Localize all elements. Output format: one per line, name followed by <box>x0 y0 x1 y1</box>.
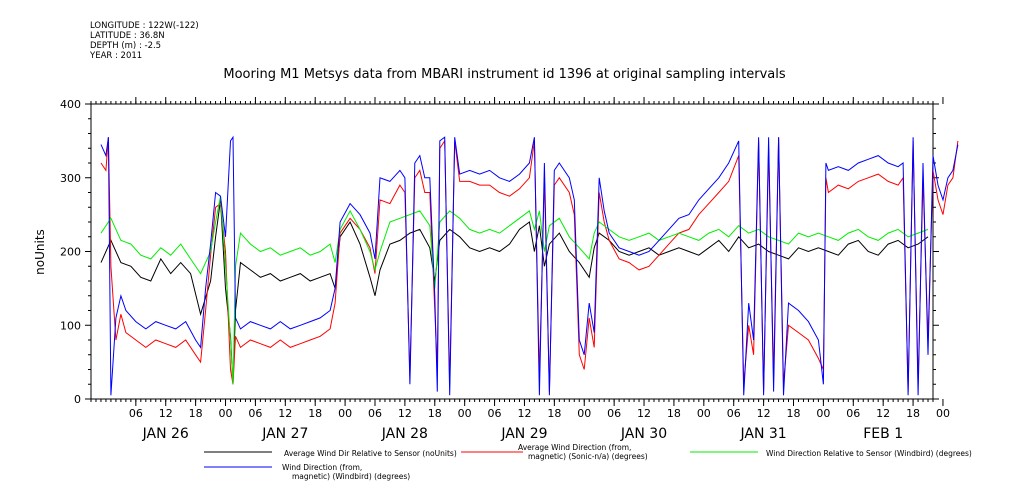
y-tick-label: 300 <box>60 172 81 185</box>
x-tick-label: 12 <box>517 407 531 420</box>
x-tick-label: 18 <box>308 407 322 420</box>
x-tick-label: 00 <box>936 407 950 420</box>
latitude-label: LATITUDE : 36.8N <box>90 31 165 41</box>
legend-label-0: Average Wind Dir Relative to Sensor (noU… <box>284 449 457 458</box>
day-label: JAN 31 <box>740 426 787 442</box>
x-tick-label: 18 <box>786 407 800 420</box>
y-tick-label: 0 <box>74 393 81 406</box>
day-label: FEB 1 <box>863 426 903 442</box>
day-label: JAN 30 <box>620 426 667 442</box>
x-tick-label: 12 <box>159 407 173 420</box>
x-tick-label: 00 <box>458 407 472 420</box>
year-label: YEAR : 2011 <box>90 51 143 61</box>
series-line-1 <box>100 137 959 392</box>
day-label: JAN 27 <box>261 426 308 442</box>
x-tick-label: 06 <box>368 407 382 420</box>
x-tick-label: 00 <box>577 407 591 420</box>
legend-label-1-line2: magnetic) (Sonic-n/a) (degrees) <box>528 452 648 461</box>
x-tick-label: 18 <box>189 407 203 420</box>
y-tick-label: 200 <box>60 246 81 259</box>
x-tick-label: 18 <box>547 407 561 420</box>
legend-label-1: Average Wind Direction (from, <box>518 443 631 452</box>
x-tick-label: 12 <box>637 407 651 420</box>
y-axis-label: noUnits <box>33 229 47 275</box>
legend-label-3-line2: magnetic) (Windbird) (degrees) <box>292 472 410 481</box>
longitude-label: LONGITUDE : 122W(-122) <box>90 21 199 31</box>
x-tick-label: 06 <box>248 407 262 420</box>
x-tick-label: 12 <box>398 407 412 420</box>
x-tick-label: 12 <box>876 407 890 420</box>
y-tick-label: 400 <box>60 98 81 111</box>
x-tick-label: 00 <box>697 407 711 420</box>
series-line-3 <box>100 135 959 396</box>
series-line-0 <box>100 199 929 385</box>
x-tick-label: 06 <box>727 407 741 420</box>
x-tick-label: 00 <box>338 407 352 420</box>
legend-label-2: Wind Direction Relative to Sensor (Windb… <box>766 449 972 458</box>
x-tick-label: 18 <box>667 407 681 420</box>
x-tick-label: 12 <box>278 407 292 420</box>
y-tick-label: 100 <box>60 319 81 332</box>
legend-label-3: Wind Direction (from, <box>282 463 362 472</box>
day-label: JAN 26 <box>142 426 189 442</box>
x-tick-label: 18 <box>906 407 920 420</box>
x-tick-label: 06 <box>846 407 860 420</box>
day-label: JAN 28 <box>381 426 428 442</box>
x-tick-label: 06 <box>488 407 502 420</box>
chart-title: Mooring M1 Metsys data from MBARI instru… <box>223 67 786 82</box>
x-tick-label: 06 <box>129 407 143 420</box>
x-tick-label: 00 <box>219 407 233 420</box>
x-tick-label: 06 <box>607 407 621 420</box>
plot-frame <box>90 103 934 400</box>
day-label: JAN 29 <box>500 426 547 442</box>
x-tick-label: 18 <box>428 407 442 420</box>
depth-label: DEPTH (m) : -2.5 <box>90 41 162 51</box>
series-line-2 <box>100 196 929 385</box>
metadata-block: LONGITUDE : 122W(-122) LATITUDE : 36.8N … <box>90 21 199 61</box>
x-tick-label: 00 <box>816 407 830 420</box>
x-tick-label: 12 <box>757 407 771 420</box>
